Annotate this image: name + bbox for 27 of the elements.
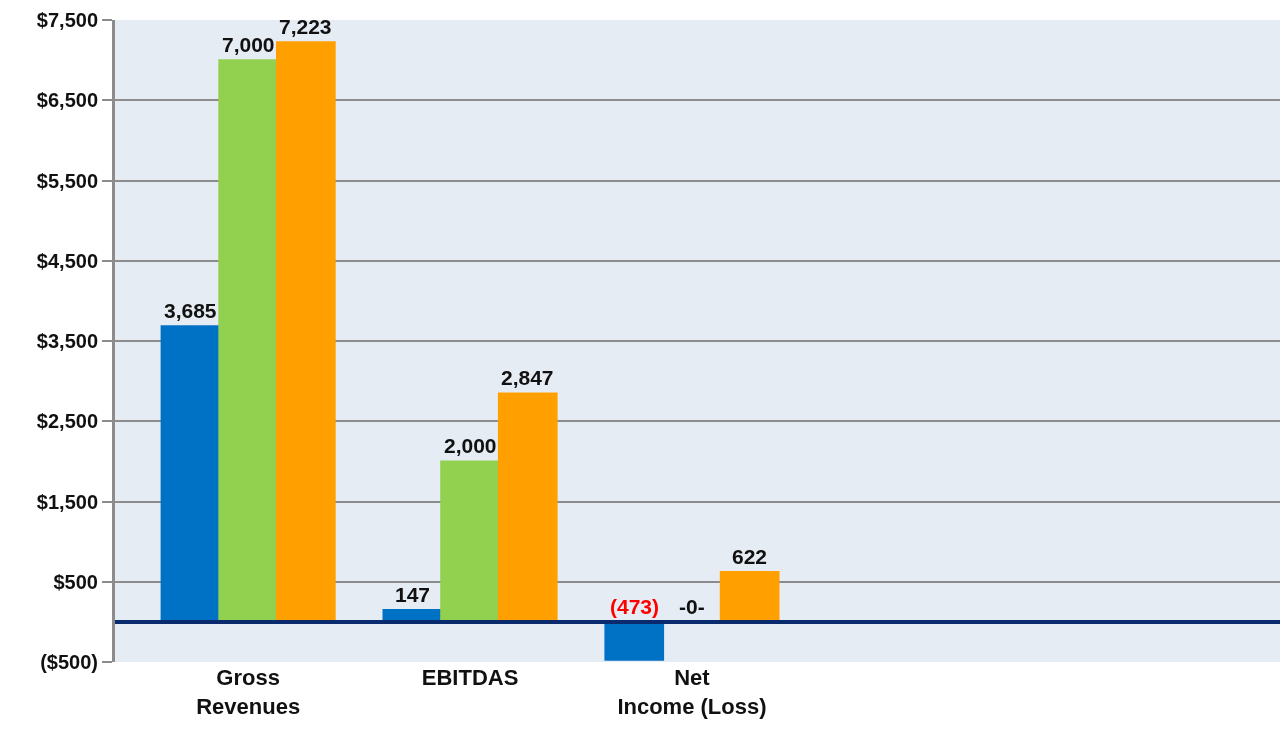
data-label: 622	[732, 545, 768, 568]
data-label: 7,223	[279, 15, 332, 38]
y-tick-label: $5,500	[36, 169, 98, 192]
bar	[497, 392, 558, 623]
x-tick-label: Gross Revenues	[196, 665, 301, 719]
bar	[440, 460, 500, 623]
bar	[719, 570, 780, 623]
y-tick-label: ($500)	[40, 651, 98, 673]
data-label: 7,000	[222, 33, 275, 56]
y-tick-label: $500	[53, 570, 98, 593]
x-tick-label: EBITDAS	[421, 665, 519, 690]
bar	[275, 41, 336, 623]
bar	[218, 59, 278, 623]
bar	[160, 325, 221, 623]
y-tick-label: $4,500	[36, 249, 98, 272]
data-label: -0-	[679, 595, 705, 618]
y-tick-label: $1,500	[36, 490, 98, 513]
data-label: 3,685	[164, 299, 217, 322]
y-tick-label: $7,500	[36, 9, 98, 31]
data-label: 2,000	[444, 434, 497, 457]
y-tick-label: $3,500	[36, 330, 98, 352]
data-label: 2,847	[501, 366, 554, 389]
data-label: (473)	[610, 595, 660, 618]
y-tick-label: $2,500	[36, 410, 98, 433]
x-tick-label: Net Income (Loss)	[617, 665, 767, 719]
data-label: 147	[395, 583, 431, 606]
y-tick-label: $6,500	[36, 89, 98, 112]
